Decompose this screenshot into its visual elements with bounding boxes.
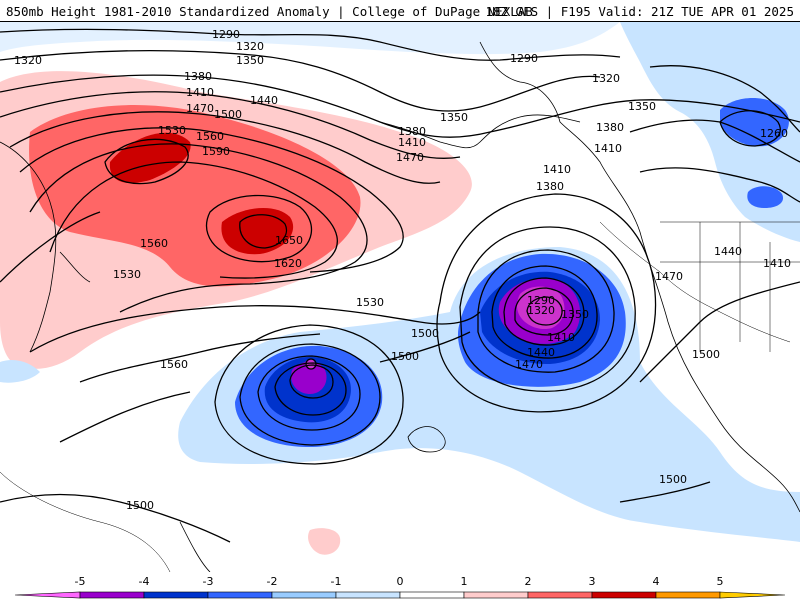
label-1260-hudson: 1260: [760, 127, 788, 140]
label-1560-n: 1560: [196, 130, 224, 143]
positive-anomaly-fill: [0, 71, 472, 555]
label-1440-n: 1440: [250, 94, 278, 107]
colorbar-segment: [143, 591, 209, 599]
label-1410-n: 1410: [186, 86, 214, 99]
colorbar-segment: [14, 591, 81, 599]
colorbar-segment: [207, 591, 273, 599]
label-1500-mid2: 1500: [391, 350, 419, 363]
colorbar-tick-label: -3: [203, 575, 214, 588]
label-1560-sw: 1560: [160, 358, 188, 371]
label-1410-low: 1410: [547, 331, 575, 344]
colorbar-segment: [79, 591, 145, 599]
label-1350-n: 1350: [236, 54, 264, 67]
label-1560-w: 1560: [140, 237, 168, 250]
colorbar-segment: [399, 591, 465, 599]
label-1500-sw: 1500: [126, 499, 154, 512]
colorbar-segment: [719, 591, 786, 599]
anomaly-map: 1290 1320 1320 1350 1380 1410 1440 1470 …: [0, 22, 800, 572]
label-1350-low: 1350: [561, 308, 589, 321]
colorbar-tick-labels: -5 -4 -3 -2 -1 0 1 2 3 4 5: [75, 575, 724, 588]
label-1410-us: 1410: [763, 257, 791, 270]
height-contours: [0, 28, 800, 543]
label-1350-ne: 1350: [628, 100, 656, 113]
label-1590-n: 1590: [202, 145, 230, 158]
label-1290-ne: 1290: [510, 52, 538, 65]
label-1470-low: 1470: [515, 358, 543, 371]
label-1410-ne: 1410: [594, 142, 622, 155]
label-1320-ne: 1320: [592, 72, 620, 85]
colorbar-tick-label: -2: [267, 575, 278, 588]
label-1290-nw: 1290: [212, 28, 240, 41]
colorbar-segments: [14, 591, 786, 599]
colorbar-segment: [463, 591, 529, 599]
label-1470-n: 1470: [186, 102, 214, 115]
negative-anomaly-fill: [0, 22, 800, 542]
label-1530-mid: 1530: [356, 296, 384, 309]
label-1290-low: 1290: [527, 294, 555, 307]
colorbar-tick-label: 3: [589, 575, 596, 588]
label-1380-n: 1380: [184, 70, 212, 83]
label-1470-us: 1470: [655, 270, 683, 283]
label-1320-low: 1320: [527, 304, 555, 317]
label-1500-mid: 1500: [411, 327, 439, 340]
label-1500-se: 1500: [659, 473, 687, 486]
colorbar-tick-label: -1: [331, 575, 342, 588]
label-1410-gulf: 1410: [543, 163, 571, 176]
label-1650-high: 1650: [275, 234, 303, 247]
contour-labels: 1290 1320 1320 1350 1380 1410 1440 1470 …: [14, 28, 791, 512]
run-info: 18Z GFS | F195 Valid: 21Z TUE APR 01 202…: [485, 4, 794, 19]
label-1410-alaska: 1410: [398, 136, 426, 149]
anomaly-colorbar: -5 -4 -3 -2 -1 0 1 2 3 4 5: [14, 575, 786, 599]
map-header: 850mb Height 1981-2010 Standardized Anom…: [0, 0, 800, 22]
colorbar-tick-label: 2: [525, 575, 532, 588]
colorbar-tick-label: 5: [717, 575, 724, 588]
label-1470-alaska: 1470: [396, 151, 424, 164]
colorbar-tick-label: 1: [461, 575, 468, 588]
label-1530-w: 1530: [113, 268, 141, 281]
label-1380-ne: 1380: [596, 121, 624, 134]
label-1440-low: 1440: [527, 346, 555, 359]
label-1530-n: 1530: [158, 124, 186, 137]
label-1440-us: 1440: [714, 245, 742, 258]
colorbar-segment: [527, 591, 593, 599]
label-1620-high: 1620: [274, 257, 302, 270]
label-1320-n: 1320: [236, 40, 264, 53]
label-1350-alaska: 1350: [440, 111, 468, 124]
label-1380-alaska: 1380: [398, 125, 426, 138]
label-1500-calif: 1500: [692, 348, 720, 361]
label-1320-w: 1320: [14, 54, 42, 67]
colorbar-tick-label: -5: [75, 575, 86, 588]
colorbar-segment: [271, 591, 337, 599]
colorbar-tick-label: 0: [397, 575, 404, 588]
coastlines: [0, 41, 800, 572]
colorbar-segment: [335, 591, 401, 599]
label-1500-n: 1500: [214, 108, 242, 121]
map-title: 850mb Height 1981-2010 Standardized Anom…: [6, 4, 533, 19]
colorbar-tick-label: 4: [653, 575, 660, 588]
colorbar-segment: [591, 591, 657, 599]
colorbar-tick-label: -4: [139, 575, 150, 588]
colorbar-segment: [655, 591, 721, 599]
label-1380-gulf: 1380: [536, 180, 564, 193]
